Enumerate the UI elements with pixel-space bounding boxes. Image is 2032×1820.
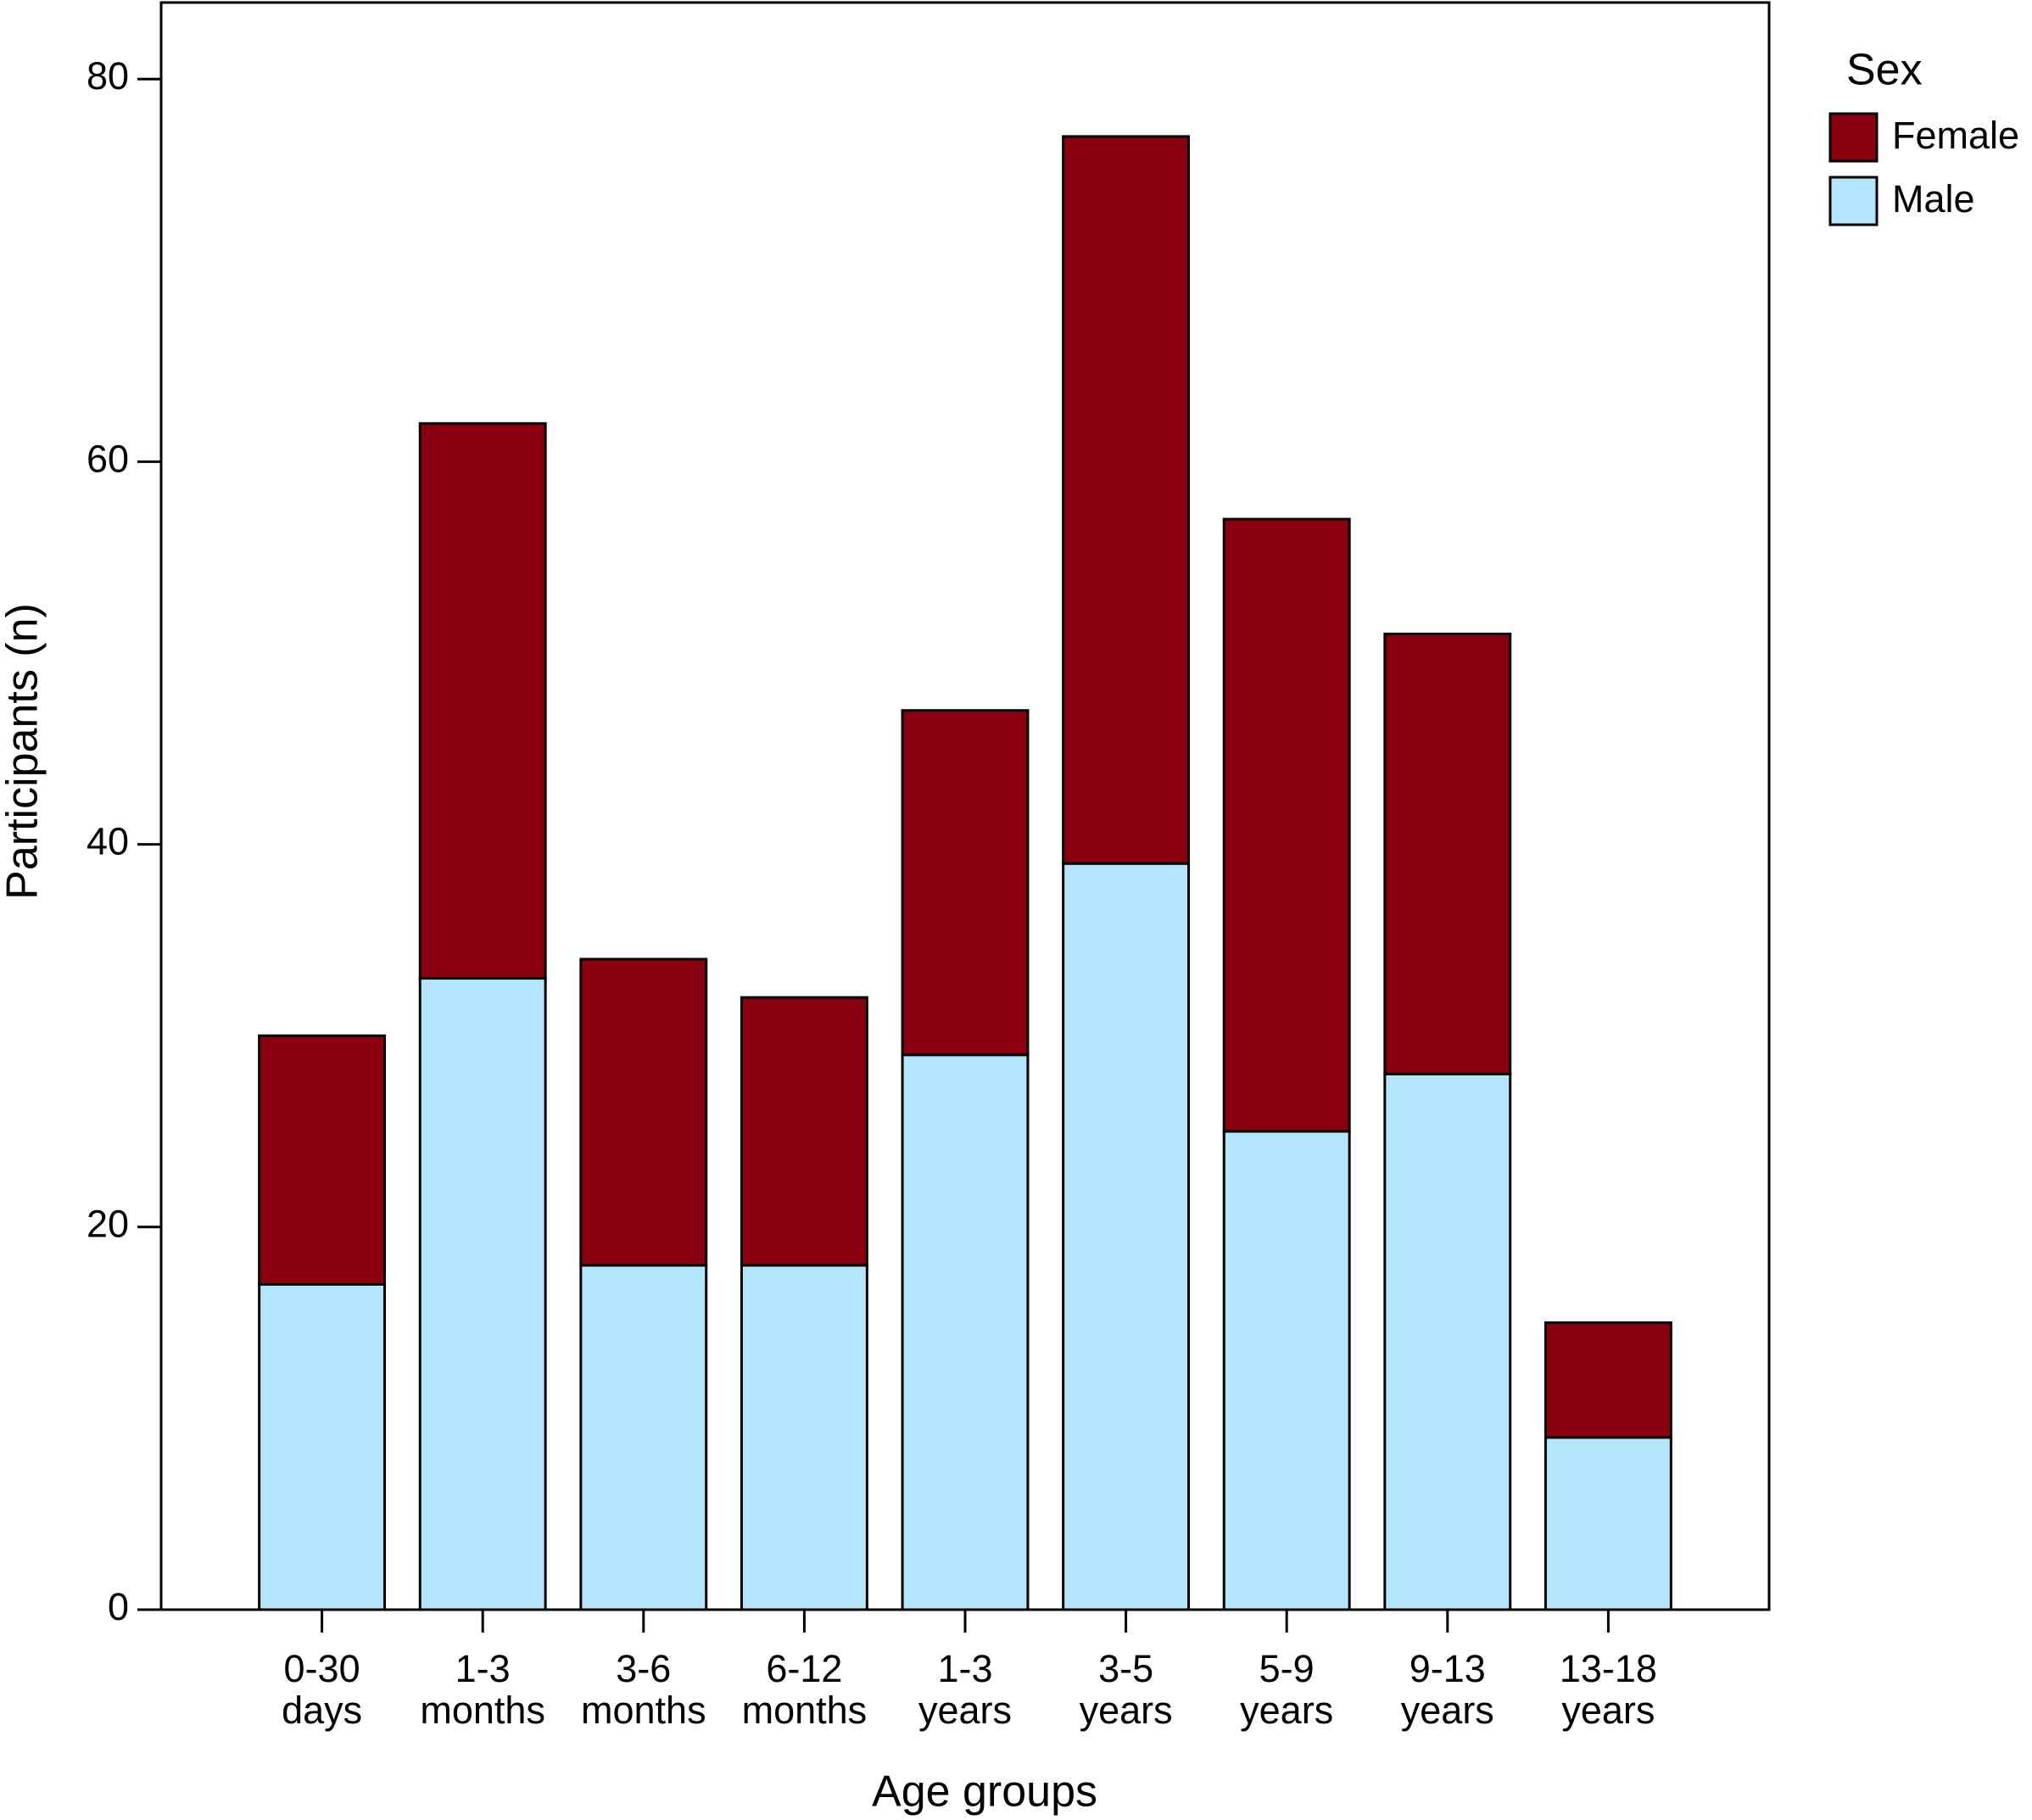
bar-segment xyxy=(901,709,1030,1057)
plot-frame xyxy=(159,1,1771,1611)
bar-segment xyxy=(1544,1436,1672,1611)
legend-label: Male xyxy=(1892,177,1975,221)
x-tick-label: 1-3 years xyxy=(918,1647,1013,1732)
bar-segment xyxy=(1222,517,1351,1133)
legend-swatch xyxy=(1828,112,1878,163)
bar-segment xyxy=(1222,1130,1351,1611)
legend-swatch xyxy=(1828,176,1878,226)
x-tick-label: 9-13 years xyxy=(1400,1647,1494,1732)
bar-segment xyxy=(1062,135,1191,865)
bar-segment xyxy=(1544,1321,1672,1439)
y-tick-label: 80 xyxy=(87,54,129,98)
x-tick-label: 3-6 months xyxy=(581,1647,706,1732)
y-axis-title: Participants (n) xyxy=(0,603,47,900)
legend-label: Female xyxy=(1892,114,2019,157)
x-tick-label: 5-9 years xyxy=(1240,1647,1334,1732)
bar-segment xyxy=(740,1264,868,1611)
bar-segment xyxy=(258,1282,387,1611)
y-tick-label: 40 xyxy=(87,820,129,863)
bar-segment xyxy=(258,1034,387,1286)
bar-segment xyxy=(1383,1072,1512,1611)
x-tick-label: 3-5 years xyxy=(1079,1647,1173,1732)
bar-segment xyxy=(579,1264,708,1611)
bar-segment xyxy=(901,1053,1030,1611)
y-tick-label: 0 xyxy=(108,1585,129,1628)
x-tick-label: 13-18 years xyxy=(1559,1647,1657,1732)
bar-segment xyxy=(418,977,547,1611)
x-axis-title: Age groups xyxy=(872,1767,1097,1817)
bar-segment xyxy=(418,422,547,980)
bar-segment xyxy=(740,996,868,1267)
y-tick-label: 20 xyxy=(87,1203,129,1246)
bar-segment xyxy=(579,957,708,1267)
y-tick-label: 60 xyxy=(87,437,129,480)
legend-title: Sex xyxy=(1846,46,1923,95)
x-tick-label: 6-12 months xyxy=(741,1647,868,1732)
x-tick-label: 0-30 days xyxy=(282,1647,363,1732)
bar-segment xyxy=(1383,632,1512,1075)
bar-segment xyxy=(1062,862,1191,1611)
x-tick-label: 1-3 months xyxy=(420,1647,545,1732)
